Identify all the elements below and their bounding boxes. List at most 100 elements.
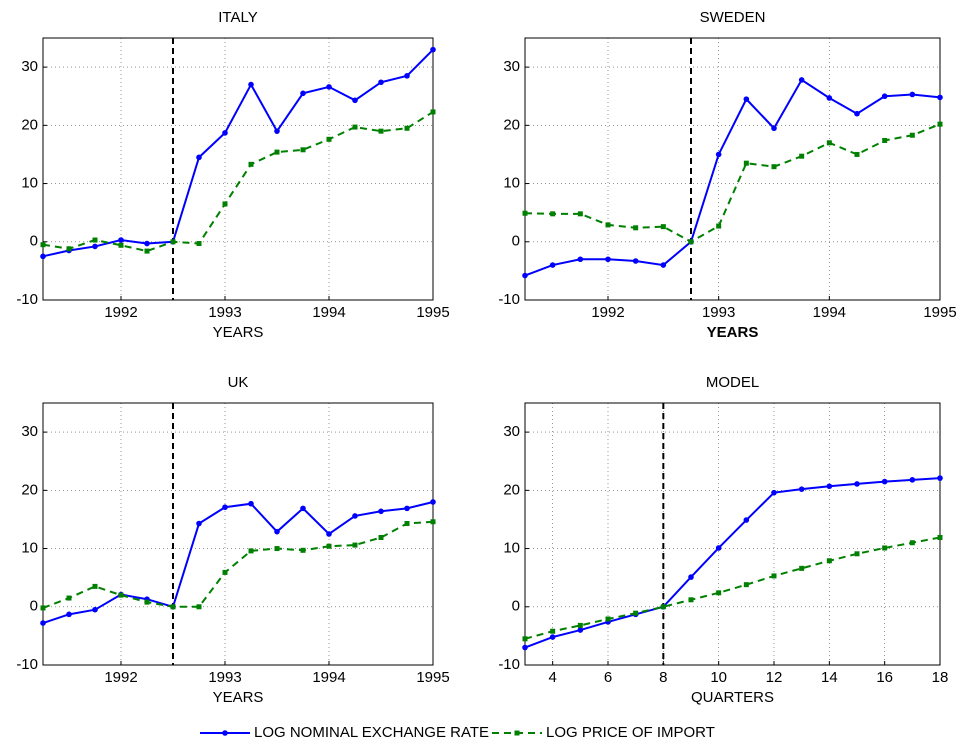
- plot-area: [525, 38, 940, 300]
- point: [196, 520, 202, 527]
- point: [404, 521, 410, 527]
- x-tick-label: 1992: [591, 304, 624, 321]
- point: [715, 545, 722, 551]
- point: [854, 481, 860, 487]
- point: [144, 240, 150, 247]
- chart-title: ITALY: [218, 9, 257, 26]
- panel: -10 0 10 20 30 4 6 8 10 12 14 16 18 MODEL QUARTERS: [498, 374, 948, 706]
- panel: -10 0 10 20 30 1992 1993 1994 1995 ITALY YEARS: [16, 9, 449, 341]
- point: [196, 154, 202, 161]
- point: [274, 128, 280, 134]
- point: [771, 489, 777, 496]
- point: [66, 246, 72, 252]
- y-tick-label: -10: [498, 656, 520, 673]
- series-line: [42, 111, 434, 253]
- point: [66, 611, 72, 618]
- point: [430, 46, 436, 53]
- point: [909, 477, 916, 483]
- point: [660, 604, 666, 610]
- point: [274, 149, 280, 155]
- y-tick-label: -10: [16, 656, 38, 673]
- y-tick-label: 10: [503, 540, 520, 557]
- point: [660, 224, 666, 230]
- point: [522, 636, 528, 642]
- point: [909, 91, 916, 98]
- point: [605, 616, 611, 622]
- point: [40, 620, 46, 626]
- point: [798, 77, 805, 83]
- point: [854, 110, 860, 117]
- y-tick-label: 10: [21, 540, 38, 557]
- point: [633, 225, 639, 231]
- x-tick-label: 14: [821, 669, 838, 686]
- point: [40, 605, 46, 611]
- point: [882, 137, 888, 143]
- point: [522, 210, 528, 216]
- point: [743, 517, 750, 523]
- point: [92, 237, 98, 243]
- axes-frame: [42, 37, 434, 301]
- point: [222, 569, 228, 575]
- chart-title: MODEL: [706, 374, 759, 391]
- y-tick-label: 30: [503, 58, 520, 75]
- point: [688, 597, 694, 603]
- point: [378, 79, 384, 86]
- point: [937, 121, 943, 127]
- point: [118, 237, 124, 243]
- panel: -10 0 10 20 30 1992 1993 1994 1995 UK YEARS: [16, 374, 449, 706]
- legend-marker: [514, 730, 520, 736]
- x-tick-label: 12: [766, 669, 783, 686]
- x-tick-label: 1992: [104, 669, 137, 686]
- point: [196, 241, 202, 247]
- x-tick-label: 1995: [923, 304, 956, 321]
- point: [300, 505, 306, 512]
- point: [522, 272, 528, 279]
- x-tick-label: 1995: [416, 669, 449, 686]
- point: [881, 478, 888, 485]
- point: [404, 73, 410, 79]
- point: [300, 90, 306, 97]
- x-axis-label: YEARS: [213, 324, 264, 341]
- point: [743, 582, 749, 588]
- point: [326, 531, 332, 537]
- x-tick-label: 8: [659, 669, 667, 686]
- point: [92, 606, 98, 613]
- point: [743, 160, 749, 166]
- y-tick-label: 20: [503, 116, 520, 133]
- point: [605, 222, 611, 228]
- series-line: [42, 48, 434, 258]
- y-tick-label: 10: [503, 175, 520, 192]
- point: [326, 84, 332, 90]
- y-tick-label: 0: [512, 233, 520, 250]
- point: [92, 243, 98, 250]
- point: [716, 590, 722, 596]
- series-line: [524, 477, 941, 649]
- point: [826, 140, 832, 146]
- point: [549, 634, 556, 640]
- x-tick-label: 1993: [208, 304, 241, 321]
- point: [326, 543, 332, 549]
- point: [577, 627, 584, 633]
- point: [577, 622, 583, 628]
- point: [605, 256, 611, 263]
- x-axis-label: QUARTERS: [691, 689, 774, 706]
- point: [550, 628, 556, 634]
- point: [633, 610, 639, 616]
- point: [170, 239, 176, 245]
- point: [40, 253, 46, 260]
- y-tick-label: 20: [21, 116, 38, 133]
- point: [549, 262, 556, 268]
- point: [404, 125, 410, 131]
- point: [430, 499, 436, 505]
- point: [66, 595, 72, 601]
- plot-area: [43, 403, 433, 665]
- point: [716, 223, 722, 229]
- y-tick-label: 0: [512, 598, 520, 615]
- x-tick-label: 6: [604, 669, 612, 686]
- point: [404, 505, 410, 512]
- point: [92, 583, 98, 589]
- y-tick-label: 10: [21, 175, 38, 192]
- x-tick-label: 4: [548, 669, 556, 686]
- y-tick-label: 30: [503, 423, 520, 440]
